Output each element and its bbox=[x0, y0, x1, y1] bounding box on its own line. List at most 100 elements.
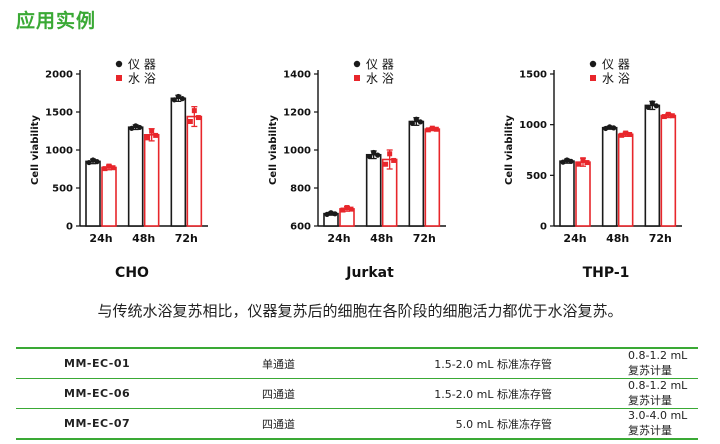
data-point bbox=[661, 114, 667, 120]
data-point bbox=[429, 125, 435, 131]
data-point bbox=[433, 126, 439, 132]
y-tick-label: 1000 bbox=[519, 120, 547, 131]
y-tick-label: 1000 bbox=[283, 146, 311, 157]
data-point bbox=[375, 152, 381, 158]
chart-title: Jurkat bbox=[345, 265, 394, 281]
data-point bbox=[94, 159, 100, 165]
volume-cell: 0.8-1.2 mL 复苏计量 bbox=[572, 347, 698, 379]
data-point bbox=[425, 127, 431, 133]
y-tick-label: 1200 bbox=[283, 108, 311, 119]
data-point bbox=[645, 104, 651, 111]
legend-marker bbox=[354, 75, 360, 81]
y-axis-label: Cell viability bbox=[30, 115, 41, 185]
data-point bbox=[137, 124, 143, 131]
data-point bbox=[171, 97, 177, 103]
data-point bbox=[145, 135, 151, 141]
legend-label: 水 浴 bbox=[602, 72, 630, 86]
data-point bbox=[669, 113, 675, 119]
data-point bbox=[413, 116, 419, 122]
data-point bbox=[564, 157, 570, 163]
data-point bbox=[387, 151, 393, 157]
data-point bbox=[102, 166, 108, 172]
data-point bbox=[191, 108, 197, 114]
legend-label: 仪 器 bbox=[128, 58, 156, 72]
legend-label: 水 浴 bbox=[128, 72, 156, 86]
chart-svg: 0 500 1000 1500 2000 Cell viability 24h 48h 72h 仪… bbox=[30, 58, 208, 281]
section-title: 应用实例 bbox=[16, 10, 97, 32]
bar bbox=[143, 134, 160, 227]
data-point bbox=[340, 207, 346, 213]
x-tick-label: 72h bbox=[649, 232, 672, 245]
y-tick-label: 500 bbox=[52, 184, 73, 195]
y-tick-label: 1400 bbox=[283, 70, 311, 81]
x-tick-label: 24h bbox=[89, 232, 112, 245]
y-axis-label: Cell viability bbox=[504, 115, 515, 185]
bar bbox=[186, 115, 203, 227]
data-point bbox=[623, 130, 629, 136]
chart-svg: 0 500 1000 1500 Cell viability 24h 48h 72h 仪 器水 … bbox=[504, 58, 682, 281]
y-tick-label: 0 bbox=[540, 222, 547, 233]
y-tick-label: 1000 bbox=[45, 146, 73, 157]
bar bbox=[365, 153, 382, 227]
data-point bbox=[367, 154, 373, 160]
data-point bbox=[371, 149, 377, 156]
data-point bbox=[324, 211, 330, 218]
chart-title: THP-1 bbox=[583, 265, 630, 281]
bar bbox=[101, 166, 117, 227]
data-point bbox=[607, 124, 613, 130]
legend-marker bbox=[116, 75, 122, 81]
data-point bbox=[576, 161, 582, 167]
legend-label: 仪 器 bbox=[602, 58, 630, 72]
channel-cell: 单通道 bbox=[244, 347, 402, 379]
bar bbox=[660, 114, 677, 227]
y-tick-label: 600 bbox=[290, 222, 311, 233]
data-point bbox=[153, 132, 159, 138]
data-point bbox=[187, 119, 193, 124]
table-row: MM-EC-01 单通道 1.5-2.0 mL 标准冻存管 0.8-1.2 mL… bbox=[16, 347, 698, 379]
bar bbox=[617, 133, 634, 227]
bar bbox=[170, 97, 187, 227]
bar bbox=[424, 128, 441, 227]
data-point bbox=[409, 120, 415, 126]
data-point bbox=[328, 210, 334, 216]
chart-title: CHO bbox=[115, 265, 149, 281]
data-point bbox=[603, 125, 609, 132]
y-tick-label: 800 bbox=[290, 184, 311, 195]
legend-label: 仪 器 bbox=[366, 58, 394, 72]
data-point bbox=[665, 111, 671, 117]
data-point bbox=[344, 205, 350, 211]
data-point bbox=[348, 206, 354, 212]
spec-table: MM-EC-01 单通道 1.5-2.0 mL 标准冻存管 0.8-1.2 mL… bbox=[16, 347, 698, 440]
data-point bbox=[195, 115, 201, 121]
x-tick-label: 72h bbox=[175, 232, 198, 245]
model-cell: MM-EC-07 bbox=[16, 408, 244, 440]
chart-thp1: 0 500 1000 1500 Cell viability 24h 48h 72h 仪 器水 … bbox=[482, 56, 720, 296]
data-point bbox=[86, 159, 92, 166]
x-tick-label: 24h bbox=[327, 232, 350, 245]
legend-marker bbox=[589, 60, 597, 68]
y-tick-label: 500 bbox=[526, 171, 547, 182]
channel-cell: 四通道 bbox=[244, 378, 402, 409]
y-tick-label: 2000 bbox=[45, 70, 73, 81]
model-cell: MM-EC-01 bbox=[16, 347, 244, 379]
legend-marker bbox=[353, 60, 361, 68]
y-tick-label: 1500 bbox=[519, 70, 547, 81]
data-point bbox=[175, 93, 181, 100]
data-point bbox=[417, 119, 423, 125]
y-tick-label: 1500 bbox=[45, 108, 73, 119]
y-tick-label: 0 bbox=[66, 222, 73, 233]
legend-marker bbox=[115, 60, 123, 68]
charts-area: 0 500 1000 1500 2000 Cell viability 24h 48h 72h 仪… bbox=[0, 56, 720, 296]
data-point bbox=[653, 103, 659, 109]
bar bbox=[644, 104, 661, 227]
data-point bbox=[391, 157, 397, 163]
data-point bbox=[110, 165, 116, 171]
bar bbox=[408, 120, 425, 227]
data-point bbox=[584, 160, 590, 166]
data-point bbox=[129, 125, 135, 131]
data-point bbox=[332, 211, 338, 217]
tube-cell: 1.5-2.0 mL 标准冻存管 bbox=[402, 378, 572, 409]
channel-cell: 四通道 bbox=[244, 408, 402, 440]
data-point bbox=[179, 96, 185, 102]
x-tick-label: 48h bbox=[132, 232, 155, 245]
